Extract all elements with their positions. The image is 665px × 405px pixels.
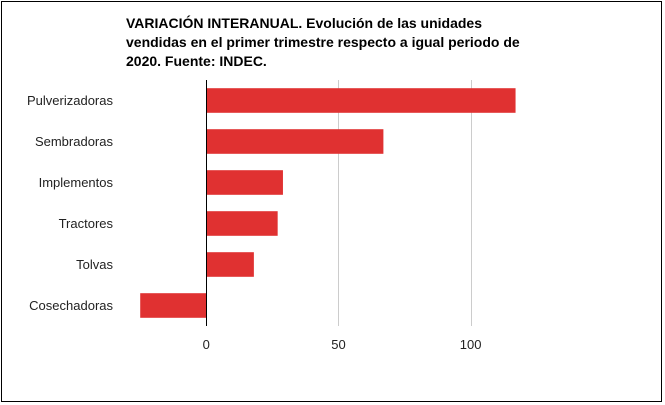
category-label: Tractores [59,216,114,231]
x-tick-labels: 0 50 100 [203,337,482,352]
x-tick-label: 100 [460,337,482,352]
bar [140,293,207,318]
category-label: Cosechadoras [29,298,113,313]
category-labels: Pulverizadoras Sembradoras Implementos Trac… [27,93,113,313]
category-label: Sembradoras [35,134,114,149]
bar [206,211,278,236]
bars [140,88,516,318]
category-label: Pulverizadoras [27,93,113,108]
x-tick-label: 0 [203,337,210,352]
bar [206,252,254,277]
chart-title: VARIACIÓN INTERANUAL. Evolución de las u… [126,15,520,69]
category-label: Tolvas [76,257,113,272]
x-tick-label: 50 [331,337,345,352]
bar [206,170,283,195]
bar [206,129,384,154]
category-label: Implementos [39,175,114,190]
gridlines [338,80,472,326]
bar [206,88,516,113]
